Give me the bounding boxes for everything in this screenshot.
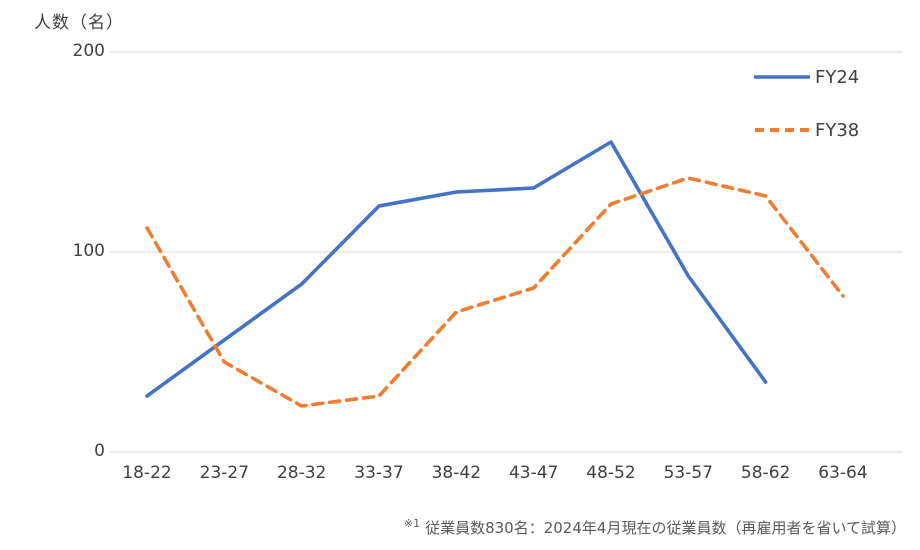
- footnote-marker: ※1: [403, 517, 421, 530]
- x-tick-label-23-27: 23-27: [199, 463, 250, 483]
- legend-label-fy38: FY38: [815, 119, 860, 141]
- legend-item-fy38: FY38: [754, 119, 859, 141]
- x-tick-label-38-42: 38-42: [431, 463, 482, 483]
- footnote: ※1 従業員数830名：2024年4月現在の従業員数（再雇用者を省いて試算）: [404, 517, 906, 538]
- x-tick-label-58-62: 58-62: [740, 463, 791, 483]
- y-tick-label-0: 0: [94, 441, 105, 461]
- y-tick-label-200: 200: [72, 41, 105, 61]
- x-tick-label-53-57: 53-57: [663, 463, 713, 483]
- legend: FY24 FY38: [754, 66, 859, 141]
- series-line-fy38: [145, 176, 845, 408]
- fy38-dashed-line-swatch: [755, 128, 809, 132]
- legend-label-fy24: FY24: [815, 66, 860, 88]
- y-tick-label-100: 100: [72, 241, 105, 261]
- x-tick-label-28-32: 28-32: [276, 463, 327, 483]
- x-tick-label-18-22: 18-22: [122, 463, 172, 483]
- footnote-text: 従業員数830名：2024年4月現在の従業員数（再雇用者を省いて試算）: [425, 519, 906, 537]
- series-line-fy24: [145, 140, 768, 398]
- x-tick-label-63-64: 63-64: [818, 463, 868, 483]
- x-tick-label-33-37: 33-37: [354, 463, 404, 483]
- y-axis-title: 人数（名）: [34, 13, 124, 33]
- legend-item-fy24: FY24: [754, 66, 859, 88]
- x-tick-label-43-47: 43-47: [508, 463, 559, 483]
- fy24-solid-line-swatch: [754, 75, 810, 79]
- x-tick-label-48-52: 48-52: [586, 463, 636, 483]
